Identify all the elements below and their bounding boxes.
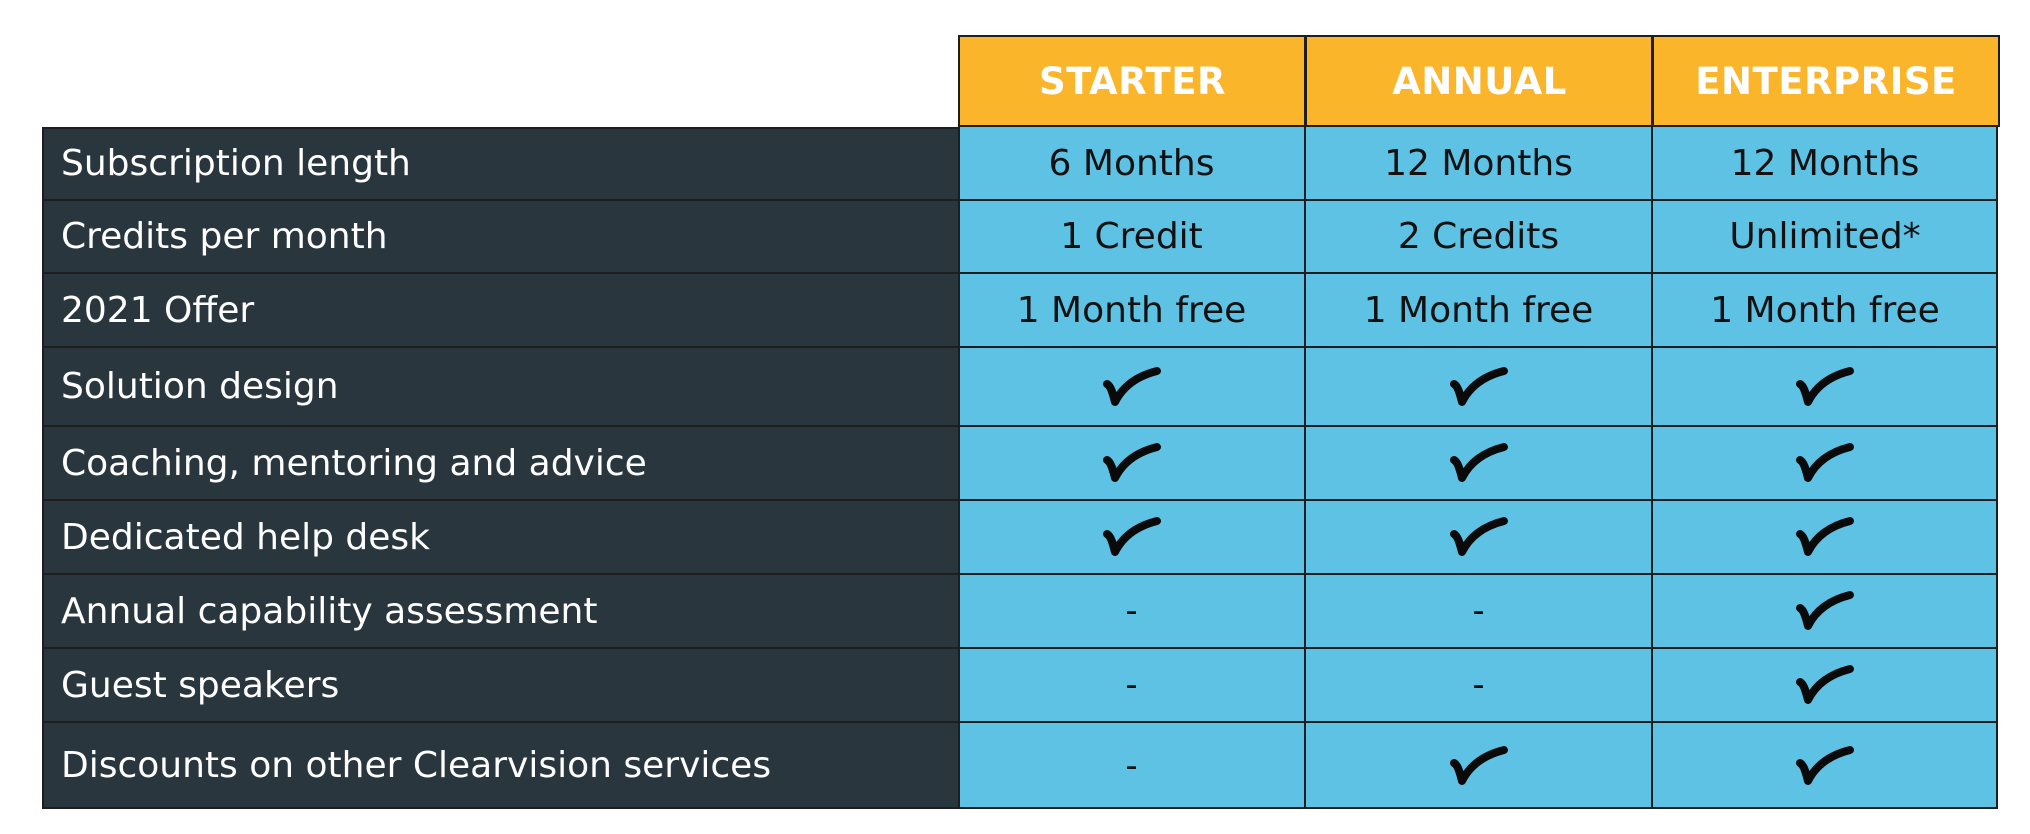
table-cell [958,426,1305,500]
plan-values-area [958,125,1998,809]
check-icon [1794,662,1856,708]
table-cell [1652,426,1998,500]
feature-label: Dedicated help desk [61,516,430,558]
check-icon [1448,514,1510,560]
check-icon [1794,440,1856,486]
check-icon [1448,440,1510,486]
check-icon [1101,364,1163,410]
feature-label: 2021 Offer [61,289,255,331]
not-included-dash: - [1125,745,1138,786]
table-cell [958,347,1305,426]
table-cell [1652,347,1998,426]
cell-value: Unlimited* [1729,216,1921,257]
table-cell: - [1305,574,1652,648]
table-cell: 6 Months [958,127,1305,200]
check-icon [1101,440,1163,486]
cell-value: 1 Month free [1363,289,1594,331]
column-header-enterprise: ENTERPRISE [1652,35,2000,127]
feature-label: Guest speakers [61,664,340,706]
not-included-dash: - [1125,591,1138,631]
check-icon [1794,588,1856,634]
table-cell: 12 Months [1652,127,1998,200]
table-cell: Unlimited* [1652,200,1998,273]
column-divider [1304,35,1306,809]
cell-value: 12 Months [1384,143,1573,184]
table-cell [958,500,1305,574]
not-included-dash: - [1472,665,1485,705]
feature-label-column [42,127,960,809]
table-cell: - [958,648,1305,722]
row-divider [42,346,1998,348]
row-divider [42,647,1998,649]
feature-label: Subscription length [61,143,411,184]
cell-value: 2 Credits [1397,216,1560,257]
table-cell: 12 Months [1305,127,1652,200]
check-icon [1794,364,1856,410]
table-cell [1652,722,1998,809]
check-icon [1794,743,1856,789]
check-icon [1448,743,1510,789]
feature-label: Solution design [61,366,339,407]
table-cell: 2 Credits [1305,200,1652,273]
table-cell: 1 Month free [958,273,1305,347]
table-cell: - [958,722,1305,809]
column-header-starter: STARTER [958,35,1307,127]
cell-value: 1 Month free [1710,289,1940,331]
table-cell [1305,347,1652,426]
feature-label: Coaching, mentoring and advice [61,442,647,484]
not-included-dash: - [1472,591,1485,631]
not-included-dash: - [1125,665,1138,705]
feature-label: Annual capability assessment [61,590,598,632]
row-divider [42,721,1998,723]
check-icon [1101,514,1163,560]
table-cell: - [1305,648,1652,722]
table-cell: - [958,574,1305,648]
feature-label: Credits per month [61,216,388,257]
row-divider [42,573,1998,575]
column-header-annual: ANNUAL [1305,35,1654,127]
column-divider [1651,35,1653,809]
row-divider [42,499,1998,501]
table-cell [1652,574,1998,648]
table-cell: 1 Credit [958,200,1305,273]
table-cell: 1 Month free [1652,273,1998,347]
cell-value: 1 Credit [1060,216,1203,257]
cell-value: 12 Months [1730,143,1920,184]
check-icon [1448,364,1510,410]
table-cell [1652,500,1998,574]
row-divider [42,425,1998,427]
cell-value: 6 Months [1048,143,1215,184]
table-cell [1305,500,1652,574]
row-divider [42,272,1998,274]
table-cell [1305,426,1652,500]
table-cell [1305,722,1652,809]
row-divider [42,199,1998,201]
cell-value: 1 Month free [1016,289,1247,331]
check-icon [1794,514,1856,560]
table-cell [1652,648,1998,722]
feature-label: Discounts on other Clearvision services [61,745,772,786]
table-cell: 1 Month free [1305,273,1652,347]
